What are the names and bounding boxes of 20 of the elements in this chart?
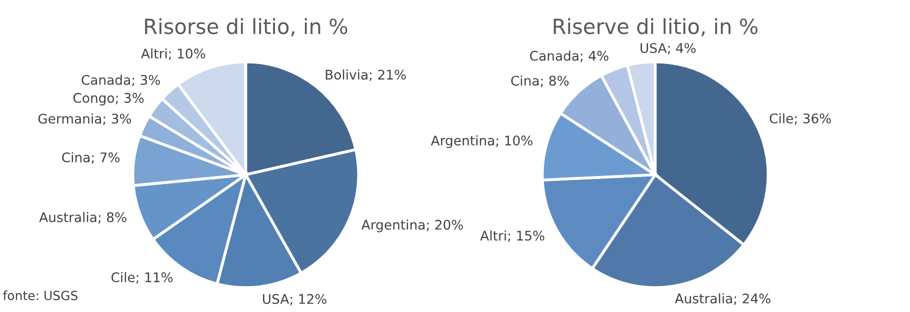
slice-label: Australia; 24% bbox=[674, 293, 770, 305]
slice-label: Canada; 4% bbox=[530, 50, 608, 62]
slice-label: Congo; 3% bbox=[73, 92, 144, 106]
slice-label: Argentina; 20% bbox=[361, 220, 463, 232]
slice-label: Altri; 15% bbox=[480, 230, 544, 242]
slice-label: USA; 12% bbox=[263, 294, 326, 306]
slice-label: Altri; 10% bbox=[141, 48, 206, 60]
slice-label: Canada; 3% bbox=[82, 74, 160, 86]
slice-label: Cina; 8% bbox=[511, 76, 569, 88]
slice-label: Germania; 3% bbox=[38, 113, 132, 126]
source-note: fonte: USGS bbox=[3, 290, 78, 300]
slice-label: Cile; 11% bbox=[111, 272, 173, 284]
slice-label: Australia; 8% bbox=[39, 212, 126, 224]
slice-label: Cile; 36% bbox=[770, 113, 831, 125]
slice-label: Bolivia; 21% bbox=[326, 69, 406, 82]
slice-label: Argentina; 10% bbox=[430, 135, 532, 148]
slice-label: Cina; 7% bbox=[62, 152, 120, 164]
chart-title: Risorse di litio, in % bbox=[145, 18, 348, 36]
slice-label: USA; 4% bbox=[640, 43, 696, 54]
chart-title: Riserve di litio, in % bbox=[554, 18, 758, 36]
